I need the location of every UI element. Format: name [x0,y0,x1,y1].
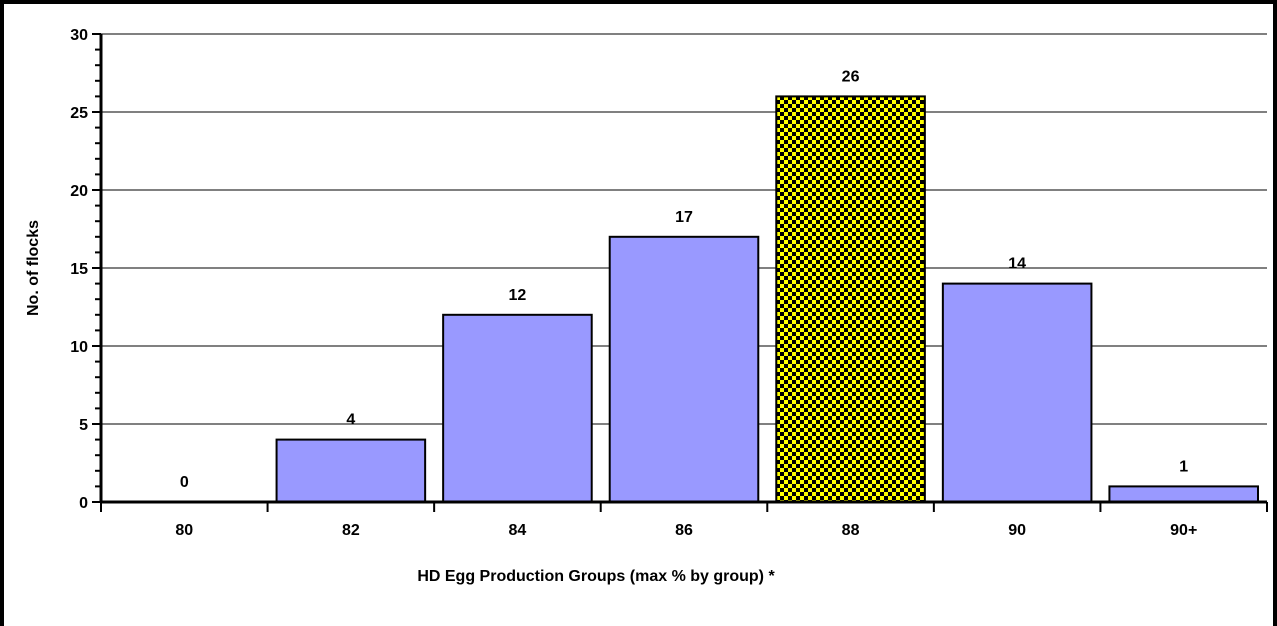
data-label: 14 [1008,256,1026,273]
x-axis-title: HD Egg Production Groups (max % by group… [417,568,775,585]
data-label: 17 [675,209,693,226]
data-label: 12 [509,287,527,304]
x-tick-label: 88 [842,522,860,539]
data-label: 0 [180,474,189,491]
y-tick-label: 20 [70,183,88,200]
bar-84 [442,313,593,503]
data-label: 26 [842,68,860,85]
bar-82 [275,438,427,504]
bar-90 [941,282,1093,503]
bar-86 [608,235,760,504]
bar-88 [775,95,926,504]
data-label: 1 [1179,458,1188,475]
y-tick-label: 0 [79,495,88,512]
x-tick-label: 80 [175,522,193,539]
x-tick-label: 84 [509,522,527,539]
axes [92,33,1268,512]
x-tick-label: 90+ [1170,522,1197,539]
x-tick-label: 82 [342,522,360,539]
y-tick-label: 10 [70,339,88,356]
bars [275,95,1260,504]
y-tick-label: 15 [70,261,88,278]
y-tick-label: 30 [70,27,88,44]
bar-90+ [1108,485,1260,503]
y-tick-label: 5 [79,417,88,434]
y-axis-title: No. of flocks [25,220,42,316]
x-tick-label: 90 [1008,522,1026,539]
x-tick-label: 86 [675,522,693,539]
y-tick-label: 25 [70,105,88,122]
data-label: 4 [346,412,355,429]
labels: 0 5 10 15 20 25 30 0 80 4 82 12 84 17 86 26 88 14 90 1 90+ [70,27,1197,539]
